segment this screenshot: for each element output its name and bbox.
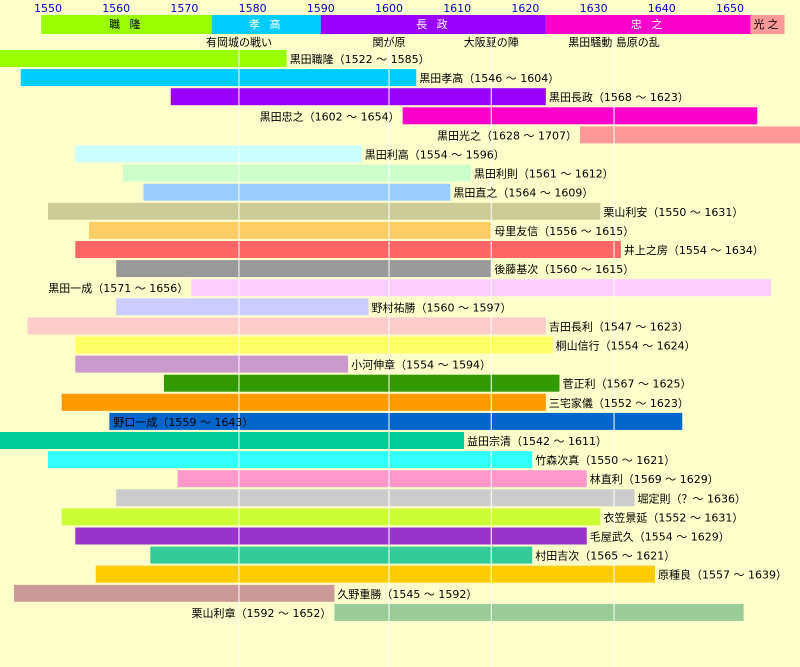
- x-tick-label: 1650: [716, 2, 744, 15]
- person-bar: [191, 279, 771, 297]
- person-label: 黒田利高（1554 ～ 1596）: [365, 148, 505, 162]
- era-bar: [41, 15, 212, 34]
- person-label: 黒田一成（1571 ～ 1656）: [48, 282, 188, 295]
- person-bar: [123, 164, 471, 182]
- era-bar: [211, 15, 321, 34]
- person-bar: [177, 470, 587, 488]
- person-label: 益田宗清（1542 ～ 1611）: [467, 434, 607, 448]
- person-bar: [0, 50, 287, 67]
- person-label: 黒田光之（1628 ～ 1707）: [437, 128, 577, 142]
- x-tick-label: 1630: [580, 2, 608, 15]
- person-label: 久野重勝（1545 ～ 1592）: [337, 587, 477, 601]
- person-label: 菅正利（1567 ～ 1625）: [563, 378, 692, 391]
- era-bar: [320, 15, 546, 34]
- person-label: 三宅家儀（1552 ～ 1623）: [549, 396, 689, 410]
- person-label: 黒田忠之（1602 ～ 1654）: [260, 109, 400, 123]
- x-tick-label: 1600: [375, 2, 403, 15]
- person-bar: [579, 126, 800, 144]
- era-bar: [545, 15, 751, 34]
- person-label: 井上之房（1554 ～ 1634）: [624, 243, 764, 257]
- person-bar: [143, 183, 451, 201]
- person-label: 黒田孝高（1546 ～ 1604）: [419, 71, 559, 85]
- era-label: 光之: [754, 17, 782, 31]
- person-label: 黒田利則（1561 ～ 1612）: [474, 168, 614, 181]
- person-bar: [116, 260, 492, 278]
- person-bar: [109, 412, 683, 430]
- person-label: 小河伸章（1554 ～ 1594）: [351, 358, 491, 372]
- x-tick-label: 1570: [170, 2, 198, 15]
- person-label: 後藤基次（1560 ～ 1615）: [494, 262, 634, 276]
- person-label: 黒田職隆（1522 ～ 1585）: [290, 52, 430, 66]
- person-bar: [27, 317, 546, 335]
- person-bar: [75, 527, 587, 545]
- person-bar: [61, 393, 546, 411]
- person-bar: [150, 546, 533, 564]
- person-bar: [88, 221, 492, 239]
- person-label: 栗山利章（1592 ～ 1652）: [191, 606, 331, 620]
- person-bar: [170, 88, 546, 106]
- person-bar: [95, 565, 655, 583]
- person-bar: [116, 489, 635, 507]
- era-label: 職 隆: [109, 17, 144, 31]
- person-bar: [75, 336, 553, 354]
- person-label: 竹森次真（1550 ～ 1621）: [535, 453, 675, 467]
- x-tick-label: 1590: [307, 2, 335, 15]
- x-tick-label: 1560: [102, 2, 130, 15]
- person-label: 桐山信行（1554 ～ 1624）: [556, 339, 696, 353]
- person-bar: [48, 202, 601, 220]
- person-label: 栗山利安（1550 ～ 1631）: [603, 205, 743, 219]
- person-bar: [75, 145, 362, 163]
- x-tick-label: 1580: [239, 2, 267, 15]
- era-bar: [750, 15, 785, 34]
- person-label: 野口一成（1559 ～ 1643）: [113, 416, 253, 429]
- era-label: 長 政: [416, 17, 451, 31]
- person-bar: [402, 107, 758, 125]
- era-label: 忠 之: [631, 17, 666, 31]
- person-bar: [13, 584, 335, 602]
- person-bar: [48, 451, 533, 469]
- person-bar: [61, 508, 601, 526]
- person-label: 衣笠景延（1552 ～ 1631）: [603, 510, 743, 524]
- person-bar: [163, 374, 560, 392]
- person-bar: [116, 298, 369, 316]
- era-label: 孝 高: [249, 17, 284, 31]
- x-tick-label: 1640: [648, 2, 676, 15]
- person-bar: [0, 432, 465, 449]
- x-tick-label: 1610: [443, 2, 471, 15]
- person-label: 堀定則（？～ 1636）: [638, 491, 747, 505]
- person-label: 野村祐勝（1560 ～ 1597）: [372, 300, 512, 314]
- person-label: 原種良（1557 ～ 1639）: [658, 568, 787, 582]
- person-label: 黒田長政（1568 ～ 1623）: [549, 90, 689, 104]
- person-bar: [75, 355, 349, 373]
- person-label: 黒田直之（1564 ～ 1609）: [453, 186, 593, 200]
- person-label: 母里友信（1556 ～ 1615）: [494, 224, 634, 238]
- person-bar: [20, 69, 417, 87]
- person-bar: [75, 241, 621, 258]
- x-tick-label: 1620: [511, 2, 539, 15]
- person-label: 林直利（1569 ～ 1629）: [590, 472, 719, 486]
- person-label: 毛屋武久（1554 ～ 1629）: [590, 531, 730, 544]
- person-label: 吉田長利（1547 ～ 1623）: [549, 320, 689, 333]
- person-label: 村田吉次（1565 ～ 1621）: [535, 549, 675, 563]
- person-bar: [334, 603, 744, 621]
- x-tick-label: 1550: [34, 2, 62, 15]
